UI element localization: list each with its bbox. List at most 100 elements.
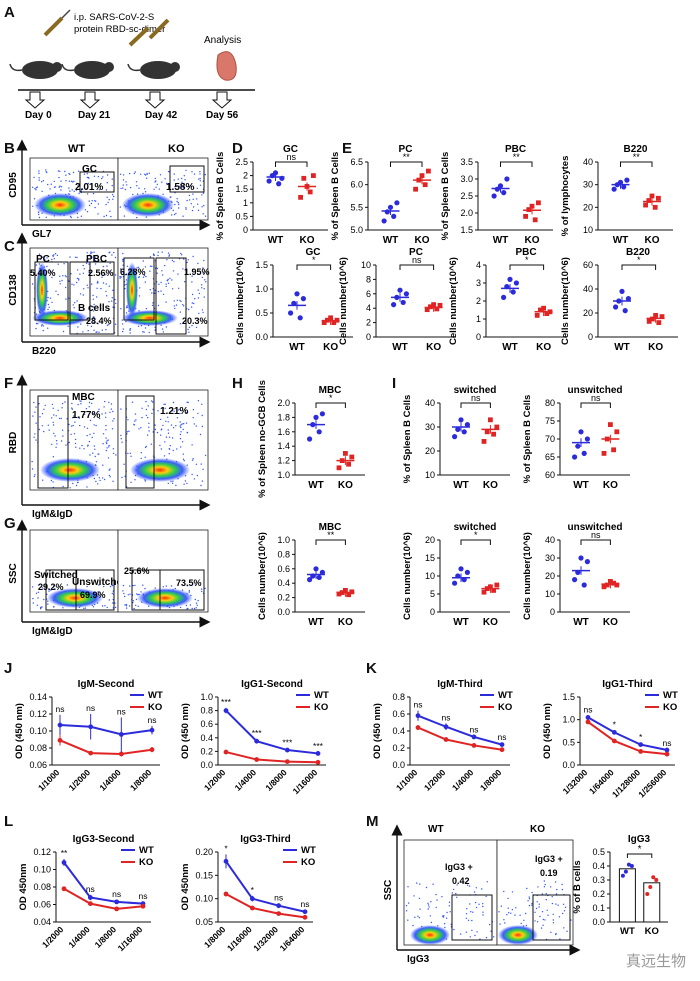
gc-ko-pct: 1.58% <box>166 182 194 193</box>
event-dot <box>467 919 470 921</box>
data-point-wt <box>288 310 294 316</box>
event-dot <box>40 608 42 610</box>
significance-label: ns <box>414 700 423 710</box>
event-dot <box>181 177 183 180</box>
event-dot <box>79 424 81 427</box>
y-tick-label: 4 <box>476 260 481 270</box>
event-dot <box>179 425 181 427</box>
y-tick-label: 1.5 <box>460 225 473 235</box>
event-dot <box>97 203 100 205</box>
event-dot <box>79 447 81 449</box>
event-dot <box>511 908 514 911</box>
data-point-wt <box>394 200 400 206</box>
event-dot <box>178 207 180 209</box>
event-dot <box>192 268 194 271</box>
significance-label: *** <box>252 728 263 738</box>
bcells-gate-label: B cells <box>78 303 111 314</box>
data-point <box>57 737 63 743</box>
event-dot <box>48 590 50 592</box>
data-point-wt <box>316 574 322 581</box>
y-tick-label: 0.4 <box>200 733 213 743</box>
event-dot <box>474 901 477 904</box>
x-tick-label: WT <box>613 235 629 246</box>
data-point-ko <box>301 175 307 181</box>
data-point-wt <box>464 422 470 428</box>
x-tick-label: 1/8000 <box>478 767 504 793</box>
event-dot <box>443 915 445 917</box>
event-dot <box>41 425 43 427</box>
event-dot <box>201 276 203 279</box>
event-dot <box>35 322 38 325</box>
event-dot <box>144 281 146 283</box>
y-tick-label: 3.5 <box>460 157 473 167</box>
event-dot <box>177 273 179 275</box>
event-dot <box>184 179 186 181</box>
event-dot <box>150 443 152 445</box>
event-dot <box>168 254 171 256</box>
event-dot <box>160 448 163 450</box>
event-dot <box>162 424 164 427</box>
event-dot <box>55 290 57 292</box>
density-cloud <box>126 262 138 318</box>
event-dot <box>92 294 94 297</box>
event-dot <box>134 413 137 415</box>
event-dot <box>53 180 55 183</box>
event-dot <box>61 279 63 282</box>
event-dot <box>557 904 559 906</box>
event-dot <box>35 406 37 408</box>
data-point <box>443 724 449 730</box>
significance-label: * <box>637 255 641 265</box>
event-dot <box>102 433 105 435</box>
event-dot <box>167 432 170 434</box>
data-point-ko <box>643 202 648 208</box>
event-dot <box>35 327 37 330</box>
significance-label: * <box>251 885 255 895</box>
data-point-ko <box>532 217 538 223</box>
data-point <box>276 911 282 916</box>
event-dot <box>523 919 525 921</box>
event-dot <box>191 324 193 327</box>
event-dot <box>176 417 179 419</box>
event-dot <box>124 287 126 290</box>
event-dot <box>102 443 104 445</box>
significance-label: ns <box>286 152 296 162</box>
panel-letter-k: K <box>366 660 377 677</box>
data-point-ko <box>494 582 500 588</box>
event-dot <box>140 452 142 454</box>
event-dot <box>171 279 173 281</box>
event-dot <box>191 607 193 610</box>
event-dot <box>202 213 204 215</box>
event-dot <box>193 423 195 425</box>
bar <box>618 868 636 923</box>
event-dot <box>81 444 83 447</box>
event-dot <box>144 480 147 482</box>
event-dot <box>32 602 34 604</box>
event-dot <box>159 418 162 421</box>
event-dot <box>91 436 93 439</box>
event-dot <box>85 408 88 410</box>
y-tick-label: 0.15 <box>195 870 213 880</box>
event-dot <box>38 216 41 219</box>
y-tick-label: 2 <box>243 171 248 181</box>
event-dot <box>41 587 44 589</box>
event-dot <box>149 256 152 258</box>
event-dot <box>478 903 480 905</box>
event-dot <box>109 476 111 478</box>
event-dot <box>84 607 87 609</box>
igg3-gate-label-wt: IgG3 + <box>445 862 473 872</box>
event-dot <box>203 259 205 262</box>
event-dot <box>177 178 179 180</box>
event-dot <box>485 936 488 939</box>
event-dot <box>85 259 88 261</box>
event-dot <box>42 479 44 481</box>
y-tick-label: 0 <box>243 225 248 235</box>
flow-f-ko-plot: 1.21% <box>117 389 209 491</box>
event-dot <box>475 887 477 889</box>
event-dot <box>37 597 39 599</box>
event-dot <box>167 183 170 185</box>
event-dot <box>124 604 126 606</box>
y-axis-label: Cells number(10^6) <box>257 532 268 620</box>
y-tick-label: 1.5 <box>235 184 248 194</box>
event-dot <box>167 252 170 254</box>
event-dot <box>124 274 127 276</box>
